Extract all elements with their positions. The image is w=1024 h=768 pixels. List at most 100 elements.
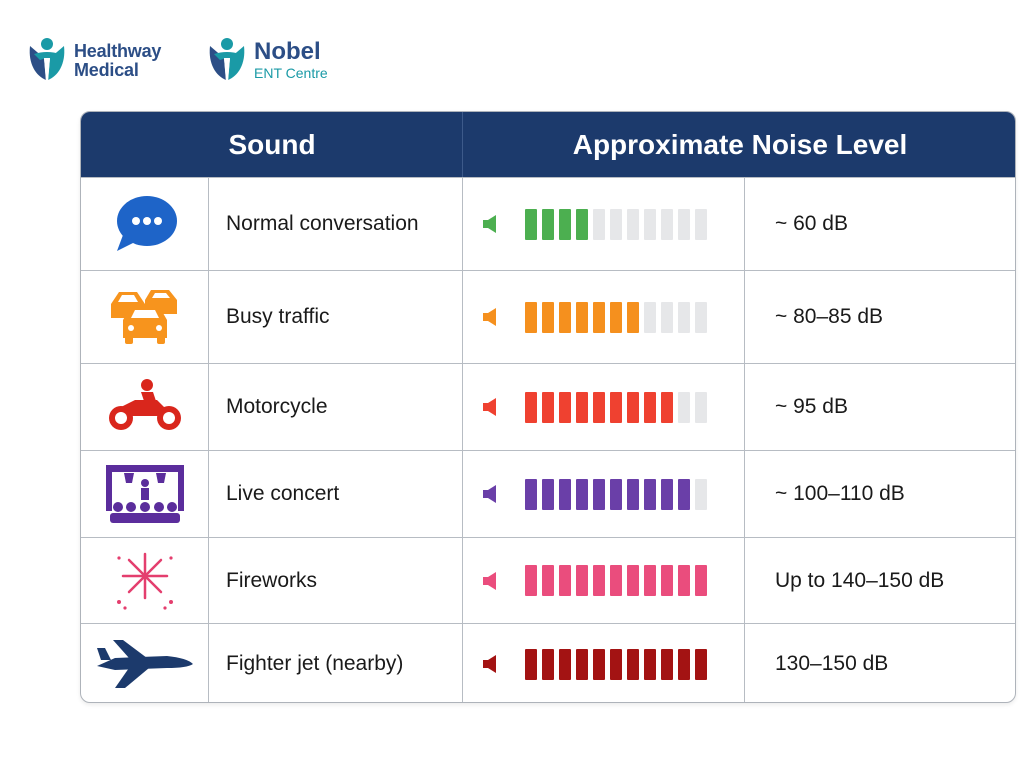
level-bar-filled	[627, 301, 639, 333]
level-bar-filled	[593, 565, 605, 596]
speaker-icon	[483, 655, 496, 673]
level-bar-filled	[644, 565, 656, 596]
level-bar-filled	[610, 478, 622, 510]
level-bars	[525, 478, 712, 510]
level-bar-filled	[559, 565, 571, 596]
noise-value: ~ 95 dB	[775, 395, 848, 418]
level-bar-empty	[644, 208, 656, 240]
level-bar-filled	[593, 391, 605, 423]
noise-meter	[463, 178, 745, 270]
table-row: Fighter jet (nearby) 130–150 dB	[81, 623, 1015, 702]
speaker-icon	[483, 215, 496, 233]
level-bar-filled	[576, 478, 588, 510]
level-bar-filled	[695, 565, 707, 596]
level-bar-empty	[661, 301, 673, 333]
table-row: Normal conversation ~ 60 dB	[81, 177, 1015, 270]
level-bar-filled	[678, 648, 690, 680]
header-divider	[462, 112, 463, 177]
noise-value: ~ 100–110 dB	[775, 482, 905, 505]
level-bars	[525, 565, 712, 596]
level-bar-filled	[525, 391, 537, 423]
healthway-medical-logo: Healthway Medical	[24, 34, 161, 86]
logo-line-2: Medical	[74, 59, 139, 80]
level-bar-filled	[559, 301, 571, 333]
level-bar-empty	[627, 208, 639, 240]
level-bar-filled	[525, 648, 537, 680]
level-bar-filled	[559, 648, 571, 680]
noise-meter	[463, 624, 745, 702]
table-row: Motorcycle ~ 95 dB	[81, 363, 1015, 450]
level-bar-filled	[644, 478, 656, 510]
sound-name: Busy traffic	[209, 271, 463, 363]
sound-name: Fireworks	[209, 538, 463, 623]
level-bar-filled	[644, 391, 656, 423]
logo-line-2: ENT Centre	[254, 65, 328, 81]
speech-bubble-icon	[116, 196, 177, 251]
sound-name: Live concert	[209, 451, 463, 537]
level-bar-filled	[525, 565, 537, 596]
noise-meter	[463, 271, 745, 363]
level-bar-filled	[576, 208, 588, 240]
sound-name: Normal conversation	[209, 178, 463, 270]
level-bar-filled	[661, 478, 673, 510]
level-bar-empty	[695, 208, 707, 240]
level-bar-filled	[627, 391, 639, 423]
level-bar-filled	[695, 648, 707, 680]
logo-line-1: Nobel	[254, 38, 321, 65]
level-bar-filled	[542, 301, 554, 333]
level-bar-filled	[525, 208, 537, 240]
level-bar-empty	[610, 208, 622, 240]
level-bar-empty	[661, 208, 673, 240]
level-bar-filled	[525, 301, 537, 333]
level-bar-filled	[593, 301, 605, 333]
level-bar-filled	[576, 648, 588, 680]
noise-meter	[463, 451, 745, 537]
noise-value: ~ 80–85 dB	[775, 305, 884, 328]
level-bar-filled	[542, 565, 554, 596]
healthway-logo-icon	[29, 38, 65, 82]
level-bars	[525, 648, 712, 680]
level-bar-empty	[695, 391, 707, 423]
level-bar-empty	[695, 301, 707, 333]
level-bar-empty	[695, 478, 707, 510]
level-bar-filled	[559, 391, 571, 423]
level-bar-filled	[644, 648, 656, 680]
level-bar-filled	[542, 208, 554, 240]
level-bar-filled	[542, 478, 554, 510]
level-bars	[525, 301, 712, 333]
level-bar-filled	[525, 478, 537, 510]
noise-meter	[463, 538, 745, 623]
level-bars	[525, 391, 712, 423]
table-row: Fireworks Up to 140–150 dB	[81, 537, 1015, 623]
level-bar-filled	[627, 565, 639, 596]
level-bar-filled	[627, 648, 639, 680]
level-bar-filled	[576, 565, 588, 596]
noise-level-table: Sound Approximate Noise Level Normal con…	[80, 111, 1016, 703]
level-bar-filled	[559, 208, 571, 240]
level-bar-filled	[661, 648, 673, 680]
table-row: Busy traffic ~ 80–85 dB	[81, 270, 1015, 363]
level-bar-filled	[627, 478, 639, 510]
noise-meter	[463, 364, 745, 450]
noise-value: Up to 140–150 dB	[775, 568, 945, 592]
level-bar-filled	[610, 301, 622, 333]
speaker-icon	[483, 485, 496, 503]
logo-line-1: Healthway	[74, 40, 162, 61]
sound-name: Motorcycle	[209, 364, 463, 450]
speaker-icon	[483, 398, 496, 416]
level-bars	[525, 208, 712, 240]
level-bar-empty	[593, 208, 605, 240]
motorcycle-icon	[108, 379, 181, 430]
level-bar-filled	[661, 565, 673, 596]
level-bar-filled	[678, 478, 690, 510]
level-bar-empty	[644, 301, 656, 333]
level-bar-filled	[559, 478, 571, 510]
noise-value: ~ 60 dB	[775, 212, 848, 235]
concert-stage-icon	[105, 465, 184, 523]
level-bar-filled	[576, 301, 588, 333]
nobel-ent-logo: Nobel ENT Centre	[204, 34, 328, 86]
header-noise-level: Approximate Noise Level	[572, 129, 908, 160]
level-bar-filled	[678, 565, 690, 596]
level-bar-filled	[593, 478, 605, 510]
level-bar-filled	[610, 391, 622, 423]
